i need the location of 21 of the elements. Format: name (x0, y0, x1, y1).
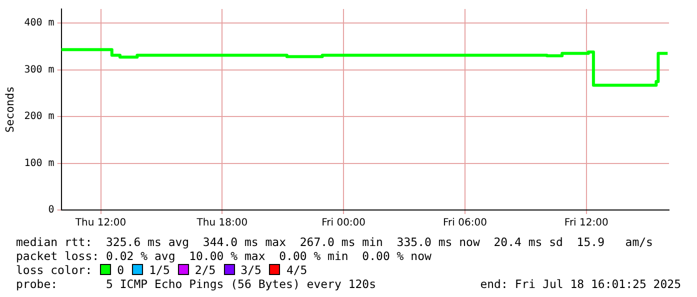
legend-label: 2/5 (194, 263, 216, 277)
y-tick-label: 400 m (24, 18, 54, 29)
y-tick-label: 300 m (24, 64, 54, 76)
legend-title: loss color: (16, 263, 92, 277)
y-tick-label: 200 m (24, 111, 54, 122)
x-tick-label: Thu 18:00 (196, 218, 248, 229)
text: packet loss: 0.02 % avg 10.00 % max 0.00 % min 0.00 % now (16, 249, 432, 263)
y-tick-label: 0 (48, 204, 54, 216)
legend-label: 0 (117, 263, 124, 277)
text: median rtt: 325.6 ms avg 344.0 ms max 267.0 ms min 335.0 ms now 20.4 ms sd 15.9 am/s (16, 235, 653, 249)
text: end: Fri Jul 18 16:01:25 2025 (480, 277, 681, 291)
y-axis-title: Seconds (3, 86, 16, 133)
text: probe: 5 ICMP Echo Pings (56 Bytes) every 120s (16, 277, 376, 291)
legend-label: 3/5 (240, 263, 262, 277)
x-tick-label: Fri 06:00 (443, 218, 487, 229)
x-tick-label: Fri 12:00 (564, 218, 608, 229)
legend-label: 1/5 (149, 263, 170, 277)
x-tick-label: Thu 12:00 (74, 218, 126, 229)
x-tick-label: Fri 00:00 (322, 218, 366, 229)
legend-label: 4/5 (286, 263, 308, 277)
y-tick-label: 100 m (24, 158, 54, 169)
